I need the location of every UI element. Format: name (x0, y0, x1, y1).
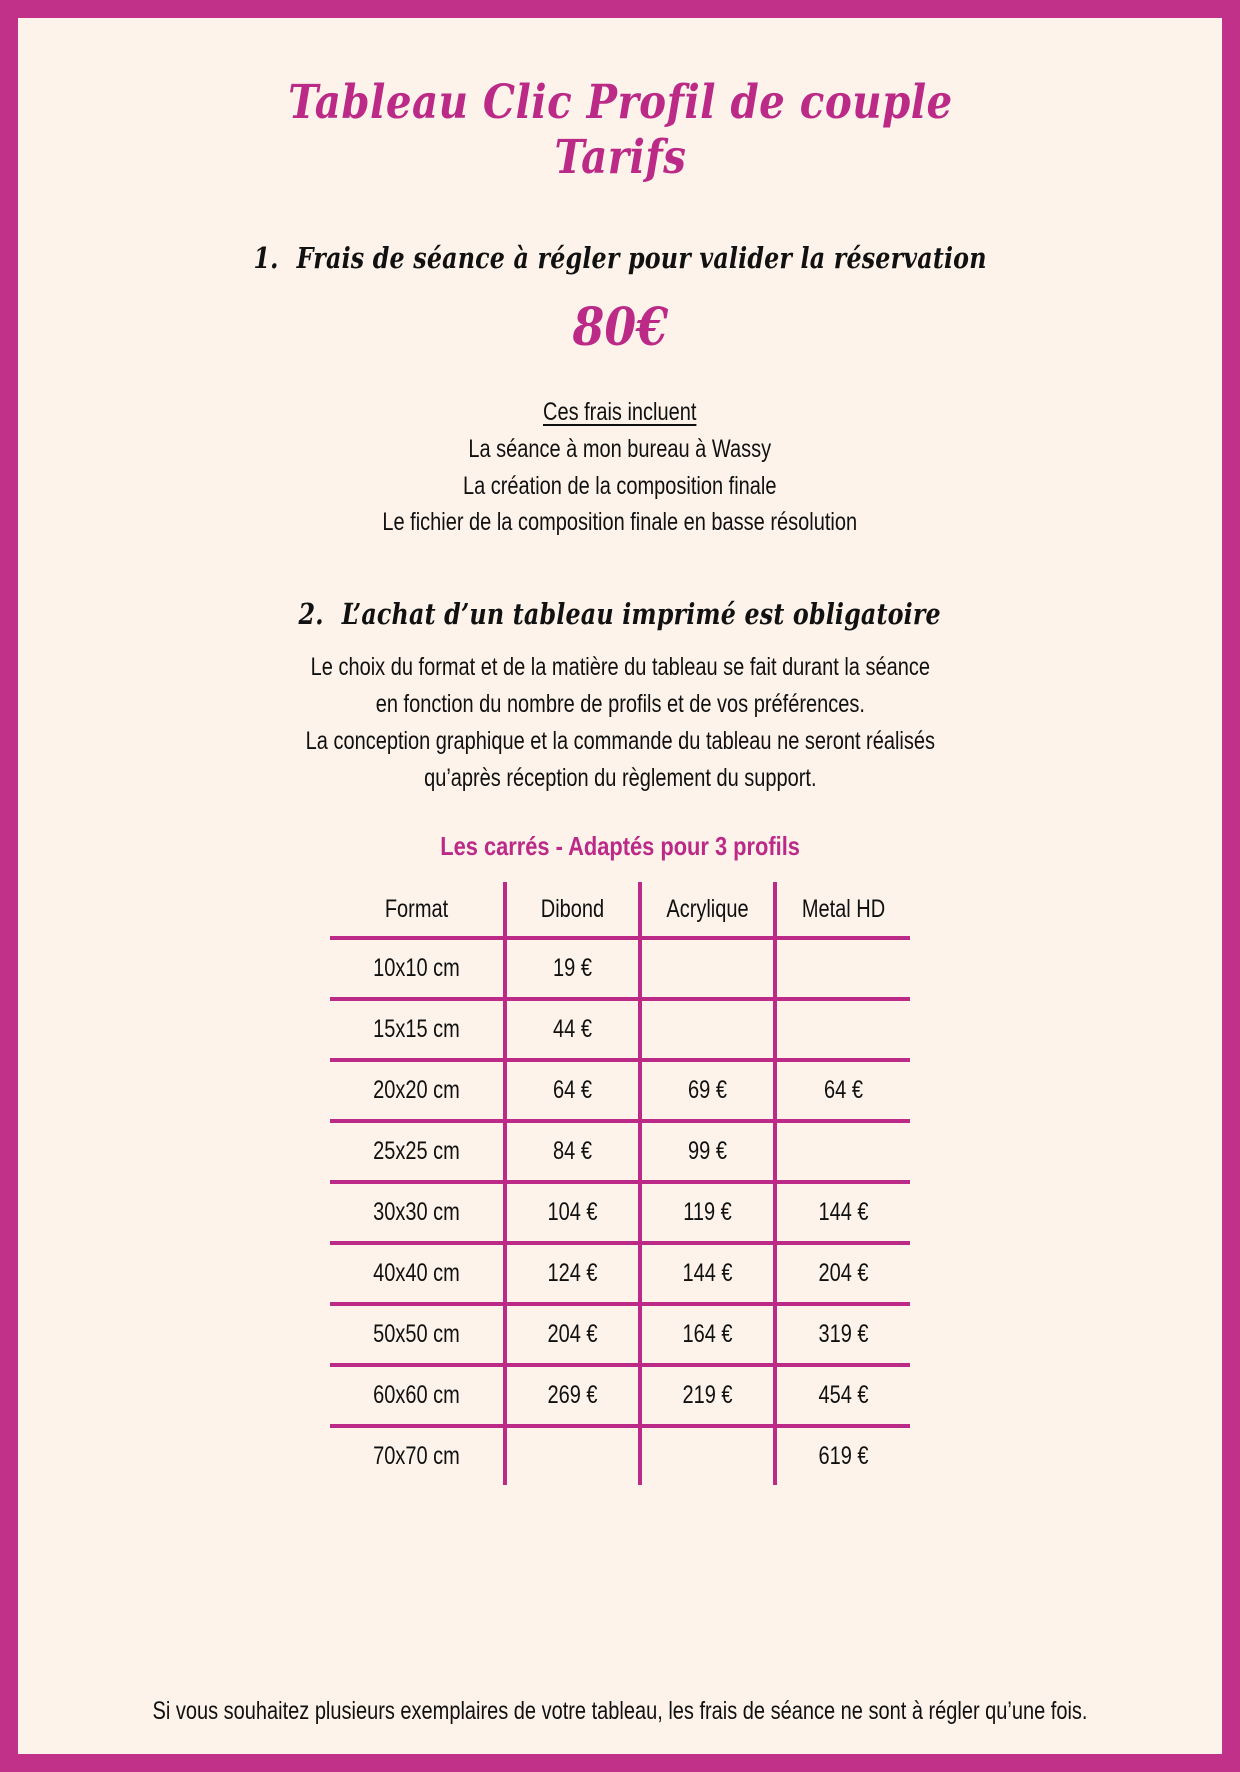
paragraph-line: Le choix du format et de la matière du t… (310, 653, 930, 682)
table-cell-format: 70x70 cm (330, 1426, 507, 1486)
price-table: Format Dibond Acrylique Metal HD 10x10 c… (330, 882, 910, 1486)
table-header-acrylique: Acrylique (640, 882, 777, 941)
includes-block: Ces frais incluent La séance à mon burea… (383, 394, 858, 541)
table-cell-format: 20x20 cm (330, 1060, 507, 1124)
includes-item: La séance à mon bureau à Wassy (468, 434, 772, 463)
table-row: 30x30 cm 104 €119 €144 € (330, 1182, 910, 1246)
table-row: 25x25 cm 84 €99 € (330, 1121, 910, 1185)
table-header-dibond: Dibond (505, 882, 642, 941)
table-cell-price (775, 1121, 910, 1185)
table-cell-price (640, 999, 777, 1063)
table-cell-price: 64 € (775, 1060, 910, 1124)
table-subtitle: Les carrés - Adaptés pour 3 profils (440, 831, 800, 862)
section-1-heading-text: Frais de séance à régler pour valider la… (296, 241, 987, 276)
table-cell-price: 119 € (640, 1182, 777, 1246)
table-row: 10x10 cm 19 € (330, 938, 910, 1002)
paragraph-line: en fonction du nombre de profils et de v… (375, 690, 865, 719)
table-cell-format: 40x40 cm (330, 1243, 507, 1307)
table-cell-format: 30x30 cm (330, 1182, 507, 1246)
table-cell-format: 50x50 cm (330, 1304, 507, 1368)
footer-note: Si vous souhaitez plusieurs exemplaires … (152, 1697, 1088, 1725)
section-2-heading: 2. L’achat d’un tableau imprimé est oblig… (299, 597, 941, 631)
page-title-line2: Tarifs (554, 129, 686, 185)
table-cell-price: 269 € (505, 1365, 642, 1429)
table-header-metal-hd: Metal HD (775, 882, 910, 941)
table-cell-price: 64 € (505, 1060, 642, 1124)
table-cell-format: 60x60 cm (330, 1365, 507, 1429)
table-cell-price (640, 938, 777, 1002)
document-page: Tableau Clic Profil de couple Tarifs 1. F… (18, 18, 1222, 1754)
table-cell-price: 84 € (505, 1121, 642, 1185)
table-row: 15x15 cm 44 € (330, 999, 910, 1063)
section-1-heading: 1. Frais de séance à régler pour valider … (253, 241, 986, 275)
table-cell-price (640, 1426, 777, 1486)
paragraph-line: La conception graphique et la commande d… (305, 727, 935, 756)
table-cell-format: 10x10 cm (330, 938, 507, 1002)
includes-item: Le fichier de la composition finale en b… (382, 508, 858, 537)
table-row: 60x60 cm 269 €219 €454 € (330, 1365, 910, 1429)
section-2-paragraph: Le choix du format et de la matière du t… (305, 649, 934, 797)
table-cell-price: 19 € (505, 938, 642, 1002)
includes-title: Ces frais incluent (543, 398, 697, 427)
table-row: 70x70 cm 619 € (330, 1426, 910, 1486)
table-cell-price: 104 € (505, 1182, 642, 1246)
table-row: 40x40 cm 124 €144 €204 € (330, 1243, 910, 1307)
section-2-number: 2. (298, 597, 324, 632)
table-cell-price: 124 € (505, 1243, 642, 1307)
table-cell-price: 144 € (775, 1182, 910, 1246)
section-1-number: 1. (253, 241, 279, 276)
section-2-heading-text: L’achat d’un tableau imprimé est obligat… (342, 597, 942, 632)
table-cell-price: 44 € (505, 999, 642, 1063)
table-row: 20x20 cm 64 €69 €64 € (330, 1060, 910, 1124)
table-cell-price (775, 938, 910, 1002)
table-cell-price: 204 € (775, 1243, 910, 1307)
table-cell-price: 144 € (640, 1243, 777, 1307)
session-fee-price: 80€ (572, 297, 668, 359)
table-cell-price (505, 1426, 642, 1486)
table-cell-price: 204 € (505, 1304, 642, 1368)
table-row: 50x50 cm 204 €164 €319 € (330, 1304, 910, 1368)
table-cell-price: 619 € (818, 1442, 869, 1471)
table-cell-price: 164 € (640, 1304, 777, 1368)
table-cell-price: 454 € (775, 1365, 910, 1429)
table-cell-price: 99 € (640, 1121, 777, 1185)
includes-item: La création de la composition finale (463, 471, 777, 500)
page-title-line1: Tableau Clic Profil de couple (287, 75, 953, 130)
table-cell-price: 219 € (640, 1365, 777, 1429)
table-header-format: Format (330, 882, 507, 941)
page-title: Tableau Clic Profil de couple Tarifs (287, 75, 953, 185)
table-cell-price (775, 999, 910, 1063)
paragraph-line: qu’après réception du règlement du suppo… (423, 764, 817, 793)
table-header-row: Format Dibond Acrylique Metal HD (330, 882, 910, 941)
table-cell-price: 319 € (775, 1304, 910, 1368)
table-cell-format: 25x25 cm (330, 1121, 507, 1185)
table-cell-price: 69 € (640, 1060, 777, 1124)
table-cell-format: 15x15 cm (330, 999, 507, 1063)
table-body: 10x10 cm 19 €15x15 cm 44 €20x20 cm 64 €69 €… (330, 938, 910, 1486)
